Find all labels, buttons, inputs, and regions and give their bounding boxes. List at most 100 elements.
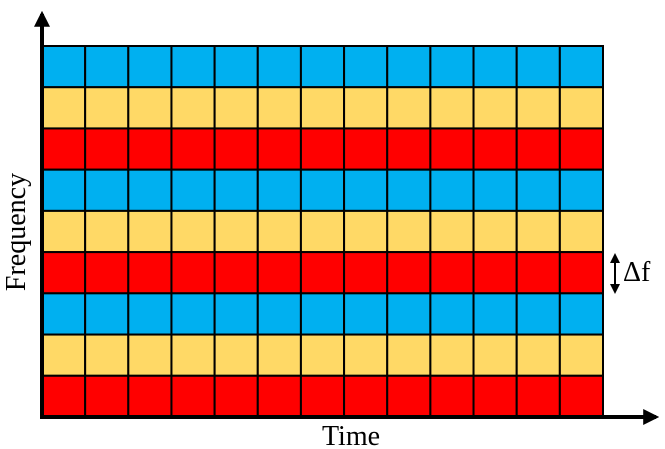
grid-cell-red	[429, 127, 475, 171]
grid-cell-yellow	[256, 209, 302, 254]
grid-cell-red	[256, 251, 302, 295]
grid-cell-yellow	[472, 333, 518, 377]
grid-cell-red	[84, 251, 130, 295]
x-axis-label: Time	[322, 421, 380, 449]
grid-cell-red	[472, 251, 518, 295]
grid-cell-yellow	[386, 86, 432, 130]
grid-cell-yellow	[127, 209, 173, 254]
grid-cell-yellow	[299, 86, 346, 130]
grid-cell-blue	[213, 292, 259, 336]
grid-cell-red	[515, 127, 561, 171]
grid-cell-red	[472, 374, 518, 418]
grid-cell-blue	[170, 292, 216, 336]
grid-cell-yellow	[343, 86, 389, 130]
grid-cell-red	[256, 374, 302, 418]
grid-cell-yellow	[386, 333, 432, 377]
grid-cell-blue	[515, 292, 561, 336]
grid-cell-yellow	[170, 333, 216, 377]
grid-cell-yellow	[256, 86, 302, 130]
grid-cell-blue	[515, 45, 561, 89]
grid-cell-yellow	[213, 209, 259, 254]
grid-cell-blue	[429, 292, 475, 336]
grid-cell-blue	[343, 292, 389, 336]
grid-cell-blue	[472, 292, 518, 336]
grid-cell-yellow	[41, 209, 87, 254]
grid-cell-yellow	[41, 86, 87, 130]
grid-cell-blue	[299, 168, 346, 212]
grid-cell-red	[472, 127, 518, 171]
grid-cell-blue	[429, 168, 475, 212]
grid-cell-red	[558, 374, 604, 418]
grid-cell-yellow	[515, 333, 561, 377]
grid-cell-red	[170, 374, 216, 418]
grid-cell-blue	[127, 292, 173, 336]
grid-cell-blue	[386, 292, 432, 336]
grid-cell-yellow	[127, 86, 173, 130]
grid-cell-yellow	[343, 209, 389, 254]
grid-cell-blue	[41, 45, 87, 89]
grid-cell-yellow	[343, 333, 389, 377]
grid-cell-blue	[558, 292, 604, 336]
grid-cell-yellow	[170, 86, 216, 130]
grid-cell-blue	[213, 168, 259, 212]
grid-cell-red	[170, 127, 216, 171]
grid-cell-red	[343, 251, 389, 295]
grid-cell-blue	[472, 168, 518, 212]
grid-cell-yellow	[429, 209, 475, 254]
grid-cell-yellow	[299, 333, 346, 377]
grid-cell-yellow	[558, 333, 604, 377]
grid-cell-blue	[343, 168, 389, 212]
grid-cell-red	[170, 251, 216, 295]
grid-cell-blue	[386, 168, 432, 212]
grid-cell-red	[515, 374, 561, 418]
grid-cell-yellow	[170, 209, 216, 254]
grid-cell-red	[213, 374, 259, 418]
grid-cell-red	[127, 251, 173, 295]
grid-cell-blue	[256, 45, 302, 89]
grid-cell-red	[343, 374, 389, 418]
grid-cell-yellow	[213, 333, 259, 377]
grid-cell-yellow	[256, 333, 302, 377]
grid-cell-blue	[84, 292, 130, 336]
grid-cell-blue	[515, 168, 561, 212]
grid-cell-red	[213, 127, 259, 171]
grid-cell-red	[256, 127, 302, 171]
grid-cell-yellow	[472, 86, 518, 130]
grid-cell-yellow	[127, 333, 173, 377]
grid-cell-red	[386, 127, 432, 171]
grid-cell-blue	[41, 168, 87, 212]
grid-cell-red	[558, 251, 604, 295]
grid-cell-red	[343, 127, 389, 171]
grid-cell-yellow	[429, 333, 475, 377]
grid-cell-blue	[127, 45, 173, 89]
grid-cell-yellow	[41, 333, 87, 377]
grid-cell-blue	[256, 292, 302, 336]
grid-cell-red	[386, 374, 432, 418]
grid-cell-red	[127, 374, 173, 418]
grid-cell-blue	[170, 45, 216, 89]
grid-cell-blue	[213, 45, 259, 89]
grid-cell-blue	[429, 45, 475, 89]
grid-cell-yellow	[84, 333, 130, 377]
grid-cell-red	[41, 251, 87, 295]
grid-cell-red	[429, 374, 475, 418]
grid-cell-red	[386, 251, 432, 295]
grid-cell-blue	[170, 168, 216, 212]
grid-cell-yellow	[558, 209, 604, 254]
grid-cell-red	[299, 374, 346, 418]
grid-cell-blue	[472, 45, 518, 89]
grid-cell-yellow	[515, 209, 561, 254]
grid-cell-red	[299, 127, 346, 171]
grid-cell-red	[299, 251, 346, 295]
time-frequency-grid	[41, 45, 604, 418]
grid-cell-blue	[343, 45, 389, 89]
grid-cell-red	[84, 374, 130, 418]
grid-cell-yellow	[472, 209, 518, 254]
grid-cell-red	[558, 127, 604, 171]
grid-cell-blue	[558, 45, 604, 89]
grid-cell-blue	[299, 45, 346, 89]
grid-cell-red	[127, 127, 173, 171]
y-axis-label: Frequency	[1, 173, 32, 291]
grid-cell-red	[213, 251, 259, 295]
